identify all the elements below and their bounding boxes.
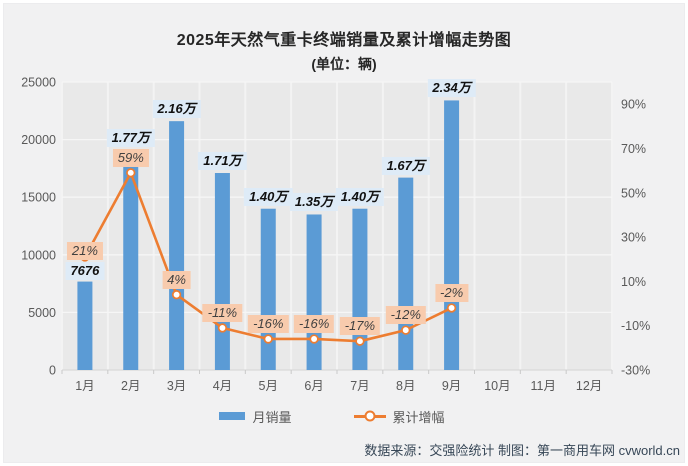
line-marker [217, 323, 228, 333]
chart-title: 2025年天然气重卡终端销量及累计增幅走势图 [176, 32, 512, 49]
x-axis-label: 9月 [442, 379, 461, 393]
y-axis-left-tick: 5000 [28, 306, 56, 320]
x-axis-label: 4月 [213, 379, 232, 393]
y-axis-right-tick: -10% [621, 319, 650, 333]
y-axis-left-tick: 15000 [21, 191, 56, 205]
line-marker [126, 168, 136, 178]
line-marker [309, 334, 319, 344]
line-marker-swatch [364, 410, 375, 422]
x-axis-label: 7月 [350, 379, 369, 393]
legend-item-cumulative-growth: 累计增幅 [353, 407, 445, 426]
y-axis-right-tick: 50% [621, 186, 646, 200]
legend: 月销量 累计增幅 [0, 407, 676, 425]
legend-item-monthly-sales: 月销量 [219, 407, 292, 426]
bar-4月 [214, 173, 230, 370]
x-axis-label: 10月 [484, 379, 510, 393]
x-axis-label: 8月 [396, 379, 415, 393]
legend-label-monthly-sales: 月销量 [252, 409, 292, 425]
legend-label-cumulative-growth: 累计增幅 [392, 409, 445, 425]
x-axis-label: 1月 [75, 379, 94, 393]
line-marker [171, 290, 182, 300]
chart-unit-subtitle: (单位：辆) [311, 56, 377, 72]
bar-5月 [260, 208, 276, 370]
line-series-swatch [353, 410, 386, 422]
y-axis-right-tick: 90% [621, 98, 646, 112]
y-axis-right-tick: 10% [621, 275, 646, 289]
x-axis-label: 5月 [259, 379, 278, 393]
x-axis-label: 12月 [576, 379, 602, 393]
line-marker [401, 325, 411, 335]
bar-6月 [306, 214, 322, 370]
y-axis-right-tick: 70% [621, 142, 646, 156]
bar-3月 [169, 121, 185, 370]
bar-8月 [398, 177, 414, 370]
line-marker [263, 334, 273, 344]
y-axis-left-tick: 25000 [21, 76, 56, 90]
y-axis-right-tick: -30% [621, 364, 650, 378]
chart-title-block: 2025年天然气重卡终端销量及累计增幅走势图 (单位：辆) [0, 26, 688, 74]
line-marker [355, 336, 365, 346]
bar-2月 [123, 166, 139, 370]
line-marker [446, 303, 457, 313]
footer-credit: 数据来源：交强险统计 制图：第一商用车网 cvworld.cn [364, 443, 680, 458]
y-axis-left-tick: 10000 [21, 248, 56, 262]
x-axis-label: 3月 [167, 379, 186, 393]
y-axis-right-tick: 30% [621, 231, 646, 245]
x-axis-label: 11月 [531, 379, 556, 393]
y-axis-left-tick: 20000 [21, 133, 56, 147]
bar-series-swatch [219, 412, 246, 420]
y-axis-left-tick: 0 [49, 364, 56, 378]
line-marker [80, 252, 90, 262]
bar-1月 [77, 281, 93, 370]
x-axis-label: 2月 [121, 379, 140, 393]
x-axis-label: 6月 [304, 379, 323, 393]
bar-9月 [444, 100, 460, 370]
